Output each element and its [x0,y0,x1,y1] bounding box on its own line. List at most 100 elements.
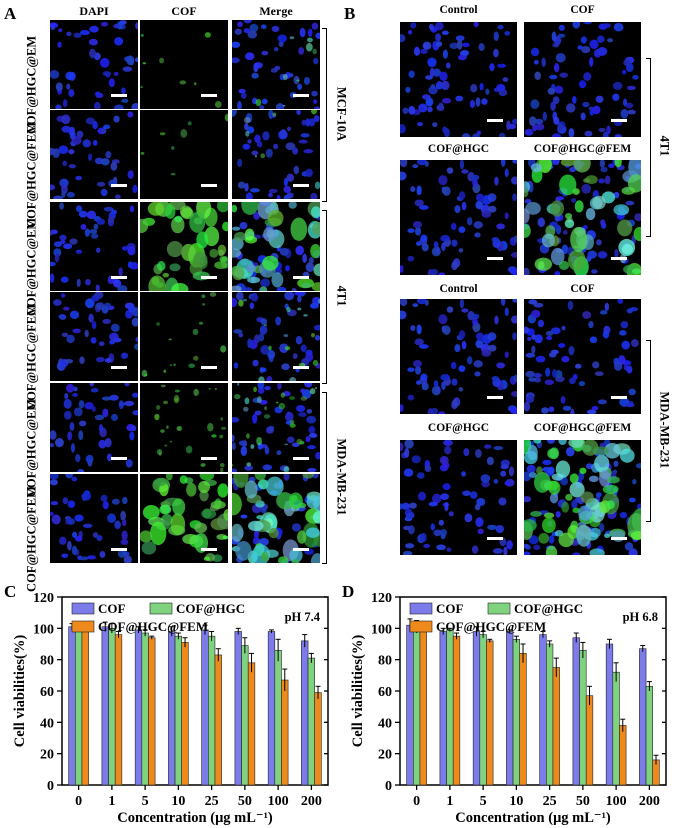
y-tick-label: 0 [47,779,54,794]
ph-annotation: pH 7.4 [285,610,321,624]
panel-b-header: COF [570,4,595,16]
scale-bar [201,94,217,97]
bar [247,662,256,786]
legend-swatch [487,602,511,615]
y-tick-label: 80 [40,654,54,669]
panel-a-row-label: COF@HGC@FEM [24,304,39,410]
bar [281,679,289,786]
scale-bar [111,366,127,369]
micrograph-tile [50,110,138,199]
x-tick-label: 5 [142,794,149,809]
bar [234,631,242,786]
scale-bar [293,94,309,97]
micrograph-tile [50,292,138,381]
panel-a-col-header: Merge [259,4,293,18]
bar [68,626,76,786]
scale-bar [611,119,627,122]
panel-b-header: COF@HGC [427,143,490,155]
micrograph-tile [50,202,138,291]
scale-bar [487,396,503,399]
panel-a-cell-line: MCF-10A [334,86,349,142]
panel-b-cell-line: MDA-MB-231 [657,391,672,469]
y-tick-label: 40 [378,716,392,731]
y-tick-label: 60 [40,685,54,700]
scale-bar [201,366,217,369]
y-tick-label: 80 [378,654,392,669]
legend-label: COF@HGC@FEM [436,619,546,634]
scale-bar [111,94,127,97]
panel-a-cell-line: MDA-MB-231 [334,438,349,516]
bar [446,629,454,786]
bar [452,635,461,786]
panel-a-row-label: COF@HGC@EM [24,35,39,135]
y-tick-label: 40 [40,716,54,731]
bar [181,642,189,786]
bar [101,626,109,786]
x-axis-label: Concentration (μg mL⁻¹) [117,810,273,825]
micrograph-tile [232,202,320,291]
panel-a-bracket [322,392,327,564]
y-axis-label: Cell viabilities(%) [12,635,28,748]
panel-b-bracket [646,340,651,522]
scale-bar [293,548,309,551]
legend-label: COF@HGC@FEM [98,619,208,634]
x-tick-label: 25 [543,794,557,809]
panel-b-header: COF [570,283,595,295]
x-tick-label: 0 [75,794,82,809]
x-tick-label: 1 [108,794,115,809]
y-tick-label: 100 [33,622,54,637]
micrograph-tile [232,474,320,563]
scale-bar [487,257,503,260]
scale-bar [293,457,309,460]
x-tick-label: 10 [171,794,185,809]
micrograph-tile [140,474,228,563]
panel-a-col-header: COF [171,4,197,18]
x-tick-label: 0 [413,794,420,809]
micrograph-tile [50,474,138,563]
micrograph-tile [524,160,641,275]
bar [539,634,547,786]
scale-bar [201,548,217,551]
micrograph-tile [524,299,641,414]
bar [108,628,116,786]
panel-b-bracket [646,58,651,237]
bar [214,654,222,786]
bar [605,643,614,786]
panel-b-header: Control [439,4,478,16]
panel-a-label: A [4,4,17,23]
bar [585,695,594,786]
bar [201,629,209,786]
bar [612,671,620,786]
bar [579,649,587,786]
micrograph-tile [524,22,641,137]
micrograph-tile [140,202,228,291]
legend-swatch [71,602,95,615]
scale-bar [293,276,309,279]
bar [419,626,427,786]
scale-bar [111,457,127,460]
bar [639,648,647,786]
panel-a-row-label: COF@HGC@EM [24,217,39,317]
micrograph-tile [140,20,228,109]
panel-b-cell-line: 4T1 [657,135,672,157]
bar [472,631,481,786]
micrograph-tile [232,292,320,381]
panel-c-label: C [4,582,17,601]
micrograph-tile [140,292,228,381]
x-tick-label: 100 [606,794,627,809]
panel-b-header: Control [439,283,478,295]
y-axis-label: Cell viabilities(%) [350,635,366,748]
legend-label: COF@HGC [514,601,583,616]
bar [519,653,527,786]
y-tick-label: 120 [371,591,392,606]
bar [314,692,322,786]
bar [506,631,514,786]
legend-label: COF [98,601,126,616]
micrograph-tile [232,110,320,199]
bar [413,626,421,786]
micrograph-tile [140,110,228,199]
scale-bar [487,537,503,540]
bar [439,631,447,786]
legend-swatch [409,620,433,633]
panel-a-bracket [322,28,327,202]
